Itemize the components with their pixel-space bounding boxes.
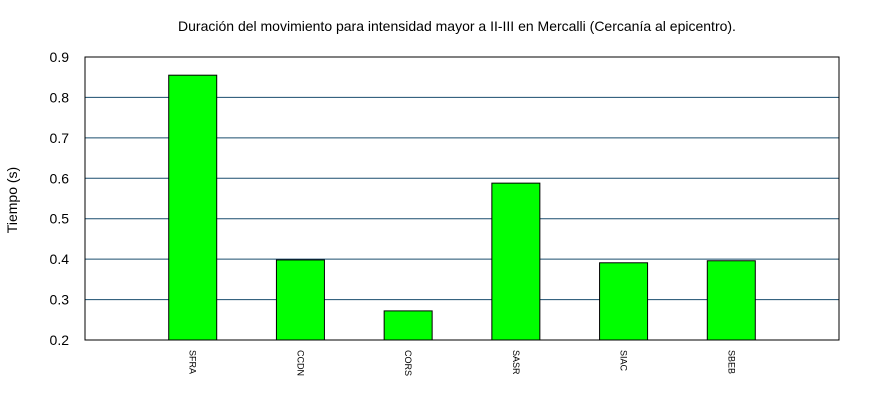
bars <box>168 74 756 341</box>
x-tick-label: SBEB <box>726 350 736 374</box>
bar-sfra <box>168 74 218 341</box>
bar-cors <box>383 310 433 341</box>
y-tick-labels: 0.2 0.3 0.4 0.5 0.6 0.7 0.8 0.9 <box>50 49 70 348</box>
y-tick-label: 0.4 <box>50 251 70 267</box>
bar-ccdn <box>275 259 325 341</box>
y-axis-label: Tiempo (s) <box>4 167 20 233</box>
x-tick-labels: SFRA CCDN CORS SASR SIAC SBEB <box>188 350 737 376</box>
bar-sasr <box>491 182 541 341</box>
bar-sbeb <box>706 260 756 341</box>
x-tick-label: CORS <box>403 350 413 376</box>
plot-frame <box>84 56 840 341</box>
x-tick-label: SIAC <box>619 350 629 372</box>
x-tick-label: SASR <box>511 350 521 375</box>
y-tick-label: 0.5 <box>50 211 70 227</box>
y-tick-label: 0.7 <box>50 130 70 146</box>
chart-title: Duración del movimiento para intensidad … <box>178 18 736 34</box>
bar-siac <box>599 262 649 341</box>
x-tick-label: SFRA <box>188 350 198 374</box>
y-tick-label: 0.2 <box>50 332 70 348</box>
y-tick-label: 0.6 <box>50 170 70 186</box>
y-tick-label: 0.8 <box>50 89 70 105</box>
y-tick-label: 0.9 <box>50 49 70 65</box>
x-tick-label: CCDN <box>295 350 305 376</box>
y-tick-label: 0.3 <box>50 292 70 308</box>
